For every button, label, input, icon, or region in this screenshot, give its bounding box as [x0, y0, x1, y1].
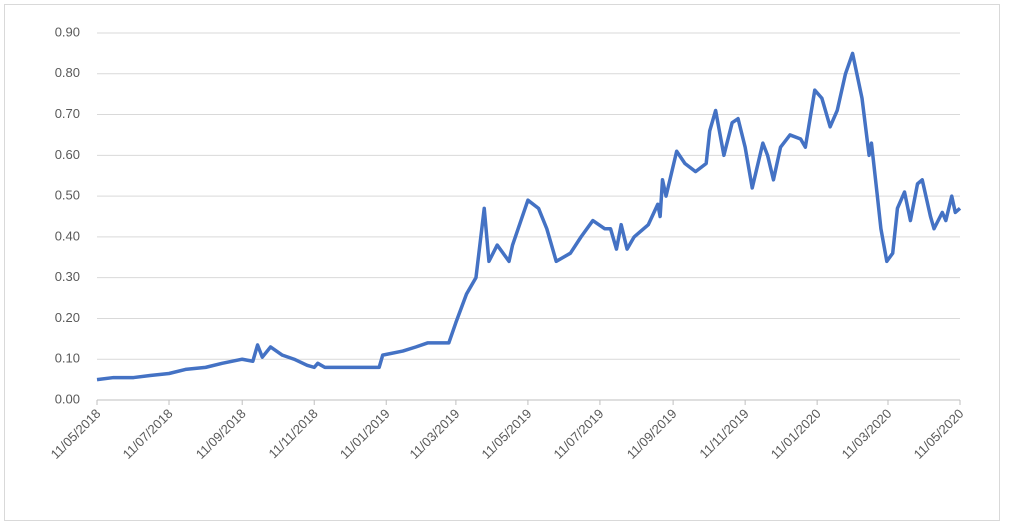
y-tick-label: 0.20	[55, 310, 80, 325]
y-tick-label: 0.10	[55, 351, 80, 366]
y-tick-label: 0.40	[55, 228, 80, 243]
y-tick-label: 0.60	[55, 147, 80, 162]
y-tick-label: 0.80	[55, 65, 80, 80]
data-line	[96, 51, 962, 382]
y-tick-label: 0.00	[55, 391, 80, 406]
y-tick-label: 0.90	[55, 24, 80, 39]
chart-frame	[4, 4, 1000, 521]
y-tick-label: 0.70	[55, 106, 80, 121]
y-tick-label: 0.50	[55, 188, 80, 203]
y-tick-label: 0.30	[55, 269, 80, 284]
